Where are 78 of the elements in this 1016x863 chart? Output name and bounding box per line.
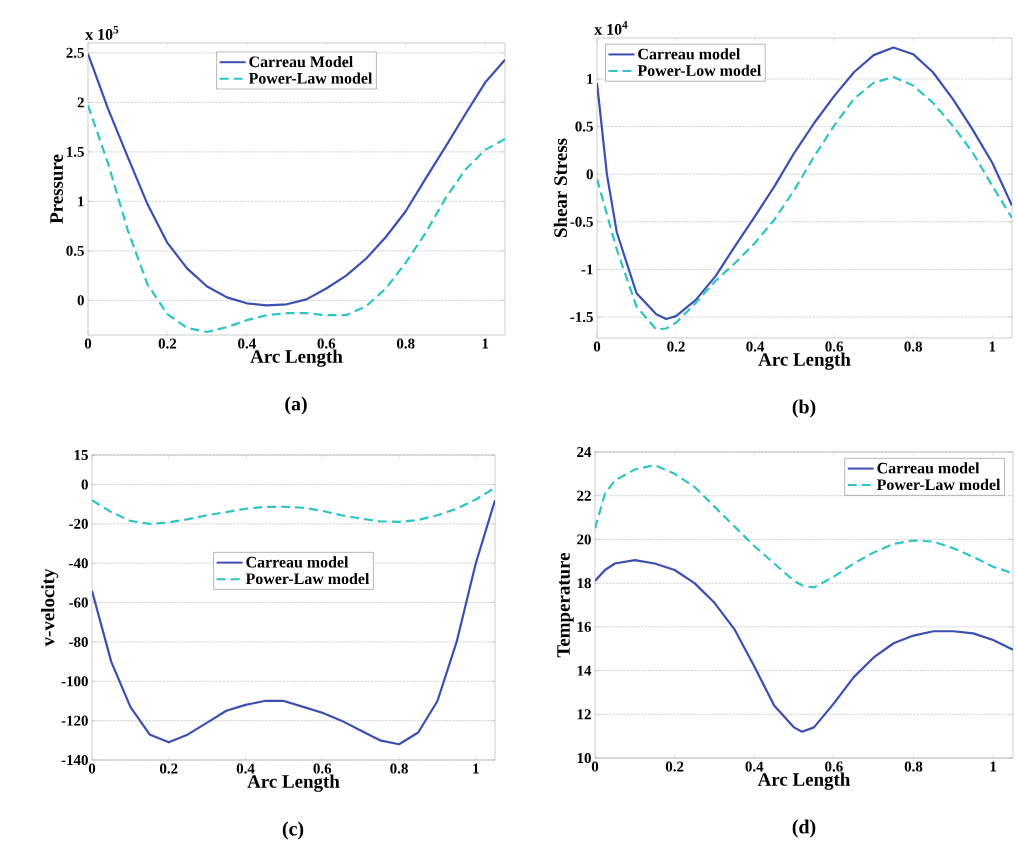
y-tick-label: 0.5 — [575, 121, 593, 132]
x-tick-label: 0.8 — [904, 341, 923, 352]
x-axis-title: Arc Length — [758, 352, 851, 370]
x-tick-label: 1 — [990, 761, 997, 772]
y-tick-label: -100 — [61, 676, 88, 687]
x-tick-label: 1 — [482, 338, 489, 349]
y-axis-title: Temperature — [557, 552, 574, 658]
y-tick-label: -120 — [61, 715, 88, 726]
x-tick-label: 0.4 — [745, 761, 764, 772]
y-tick-label: 0.5 — [66, 245, 84, 256]
x-tick-label: 0.8 — [390, 763, 408, 774]
legend-label: Carreau model — [638, 48, 741, 60]
x-tick-label: 0.6 — [313, 763, 332, 774]
y-tick-label: 15 — [74, 450, 88, 460]
text: (b) — [792, 399, 816, 418]
legend-label: Carreau Model — [249, 55, 353, 68]
legend-label: Power-Low model — [637, 64, 761, 76]
y-tick-label: 1.5 — [67, 146, 84, 157]
y-axis-title: Pressure — [50, 154, 63, 224]
x-tick-label: 1 — [989, 341, 996, 352]
y-tick-label: 18 — [577, 578, 591, 589]
x-tick-label: 0.4 — [236, 763, 255, 774]
y-tick-label: -1 — [581, 264, 593, 275]
x-tick-label: 0.2 — [667, 341, 685, 352]
y-tick-label: 16 — [577, 621, 592, 632]
y-tick-label: 20 — [577, 534, 591, 545]
legend-label: Power-Law model — [245, 572, 370, 585]
y-tick-label: -40 — [69, 558, 88, 569]
x-tick-label: 0.2 — [159, 763, 178, 774]
y-axis-title: v-velocity — [41, 568, 59, 647]
line-series — [595, 559, 1014, 733]
x-tick-label: 0.4 — [238, 338, 256, 349]
text: (d) — [792, 819, 816, 838]
line-series — [88, 52, 505, 307]
text: (a) — [285, 396, 307, 415]
x-tick-label: 0.6 — [825, 341, 844, 352]
y-tick-label: 24 — [577, 447, 592, 457]
x-axis-title: Arc Length — [250, 349, 343, 367]
y-tick-label: 0 — [81, 479, 88, 490]
y-tick-label: -1.5 — [570, 312, 593, 323]
x-tick-label: 0.2 — [665, 761, 684, 772]
y-tick-label: -80 — [69, 636, 88, 647]
y-tick-label: -0.5 — [570, 216, 593, 227]
x-tick-label: 0 — [88, 763, 96, 774]
legend-label: Carreau model — [246, 556, 349, 568]
line-series — [88, 104, 505, 334]
x-tick-label: 0.6 — [317, 338, 336, 349]
y-tick-label: 0 — [77, 295, 84, 306]
x-tick-label: 0.8 — [904, 761, 923, 772]
y-tick-label: 1 — [587, 74, 593, 84]
y-tick-label: 10 — [577, 752, 591, 764]
y-tick-label: 12 — [577, 709, 591, 720]
x-axis-title: Arc Length — [757, 772, 851, 790]
y-tick-label: 14 — [577, 665, 592, 676]
y-tick-label: -60 — [69, 597, 88, 608]
y-tick-label: 0 — [586, 169, 593, 180]
y-tick-label: 22 — [577, 490, 591, 501]
x-tick-label: 0.8 — [396, 338, 415, 349]
legend-label: Power-Law model — [248, 72, 373, 84]
x-tick-label: 0.4 — [746, 341, 765, 352]
x-tick-label: 1 — [473, 763, 479, 774]
text: x 10$^{5}$ — [85, 26, 119, 40]
y-tick-label: 1 — [78, 196, 84, 207]
y-tick-label: 2.5 — [66, 47, 84, 58]
x-axis-title: Arc Length — [247, 774, 340, 792]
legend-label: Power-Law model — [876, 478, 1001, 491]
legend-label: Carreau model — [877, 462, 980, 474]
y-axis-title: Shear Stress — [553, 138, 567, 238]
line-series — [92, 486, 495, 525]
x-tick-label: 0.2 — [158, 338, 177, 349]
x-tick-label: 0.6 — [825, 761, 843, 772]
line-series — [92, 499, 495, 746]
text: x 10$^{4}$ — [594, 21, 628, 35]
y-tick-label: 2 — [77, 97, 84, 108]
x-tick-label: 0 — [593, 341, 601, 352]
y-tick-label: -20 — [69, 518, 88, 529]
y-tick-label: -140 — [61, 754, 88, 766]
text: (c) — [282, 821, 304, 840]
